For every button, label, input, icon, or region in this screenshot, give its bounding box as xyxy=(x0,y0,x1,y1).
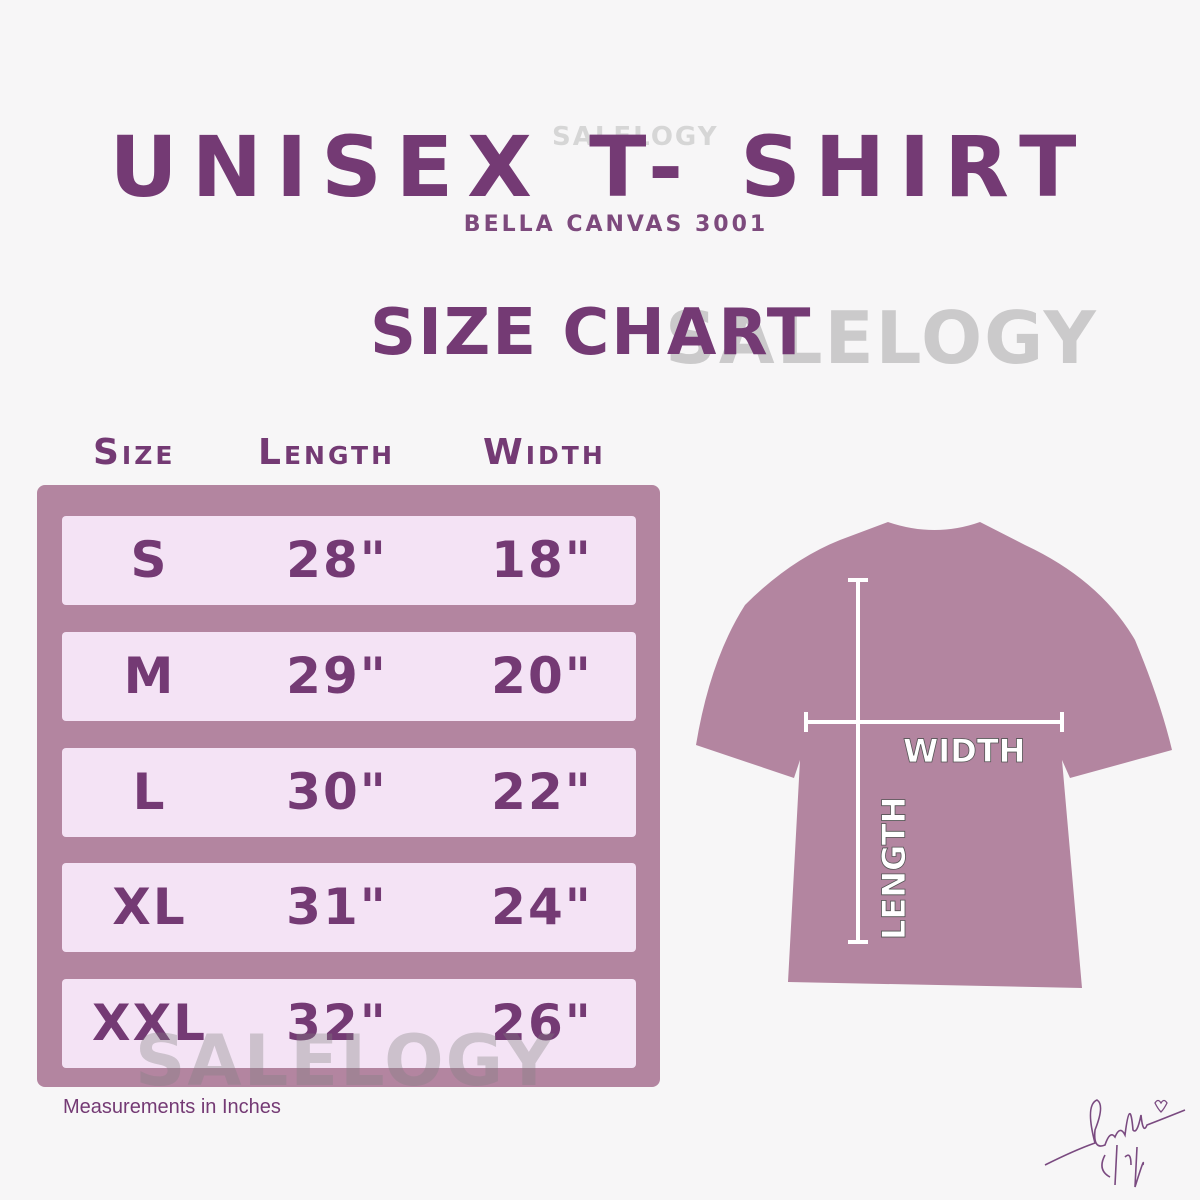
width-label: WIDTH xyxy=(903,732,1025,770)
column-header-width: Width xyxy=(483,432,606,473)
page-title: UNISEX T- SHIRT xyxy=(109,118,1091,216)
column-header-size: Size xyxy=(93,432,176,473)
column-header-length: Length xyxy=(258,432,395,473)
chart-title: SIZE CHART xyxy=(370,296,813,370)
length-arrow xyxy=(848,578,868,944)
width-cell: 18" xyxy=(491,531,593,589)
table-row: S 28" 18" xyxy=(62,516,636,605)
table-row: L 30" 22" xyxy=(62,748,636,837)
width-arrow xyxy=(804,712,1064,732)
signature-logo xyxy=(1044,1099,1186,1188)
length-cell: 28" xyxy=(286,531,388,589)
watermark: SALELOGY xyxy=(665,296,1098,380)
width-cell: 24" xyxy=(491,878,593,936)
length-cell: 31" xyxy=(286,878,388,936)
width-cell: 20" xyxy=(491,647,593,705)
size-cell: XL xyxy=(112,878,187,936)
product-subtitle: BELLA CANVAS 3001 xyxy=(463,212,769,237)
length-cell: 32" xyxy=(286,994,388,1052)
measurement-note: Measurements in Inches xyxy=(63,1096,281,1118)
width-cell: 26" xyxy=(491,994,593,1052)
table-row: XXL 32" 26" xyxy=(62,979,636,1068)
size-cell: S xyxy=(130,531,169,589)
size-table: S 28" 18" M 29" 20" L 30" 22" XL 31" 24"… xyxy=(37,485,660,1087)
size-cell: M xyxy=(123,647,176,705)
table-row: XL 31" 24" xyxy=(62,863,636,952)
watermark: SALELOGY xyxy=(552,122,719,152)
watermark: SALELOGY xyxy=(135,1020,557,1102)
tshirt-diagram: WIDTH LENGTH xyxy=(696,522,1172,988)
table-row: M 29" 20" xyxy=(62,632,636,721)
width-cell: 22" xyxy=(491,763,593,821)
length-cell: 29" xyxy=(286,647,388,705)
length-cell: 30" xyxy=(286,763,388,821)
size-cell: XXL xyxy=(92,994,207,1052)
length-label: LENGTH xyxy=(875,797,913,940)
tshirt-shape xyxy=(696,522,1172,988)
size-cell: L xyxy=(132,763,167,821)
